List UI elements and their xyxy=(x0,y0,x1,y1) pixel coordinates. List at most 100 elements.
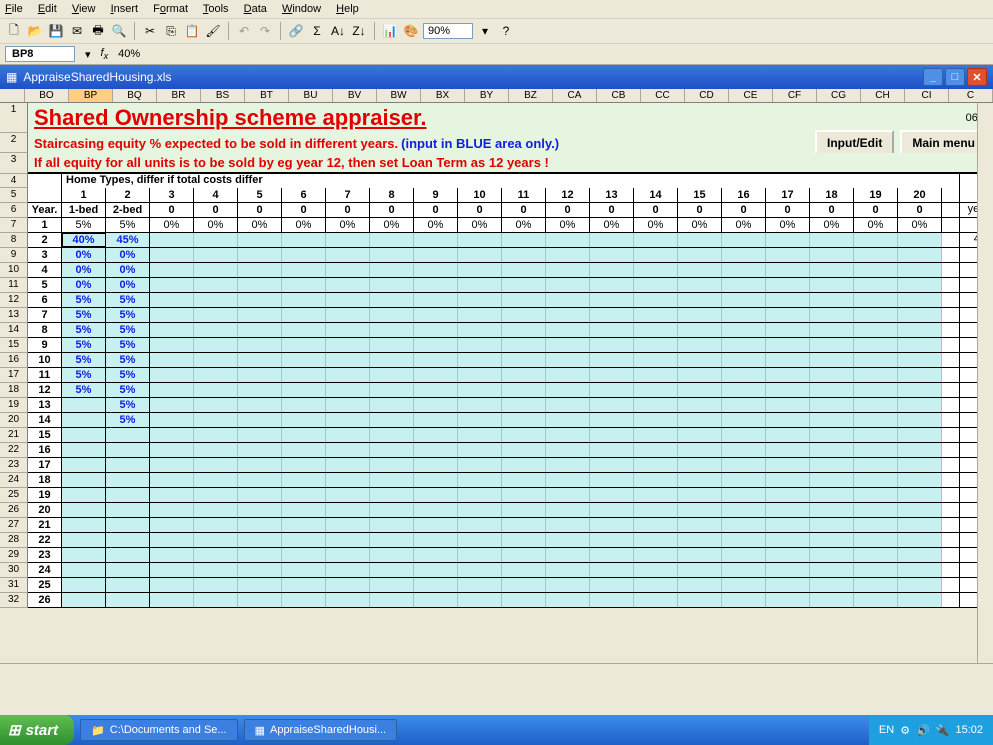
formula-value[interactable]: 40% xyxy=(118,48,140,60)
equity-pct-cell[interactable] xyxy=(810,518,854,532)
equity-pct-cell[interactable] xyxy=(722,518,766,532)
equity-pct-cell[interactable] xyxy=(326,368,370,382)
equity-pct-cell[interactable] xyxy=(414,548,458,562)
equity-pct-cell[interactable] xyxy=(590,548,634,562)
equity-pct-cell[interactable] xyxy=(810,308,854,322)
equity-pct-cell[interactable] xyxy=(370,518,414,532)
equity-pct-cell[interactable]: 5% xyxy=(106,413,150,427)
equity-pct-cell[interactable] xyxy=(414,368,458,382)
equity-pct-cell[interactable] xyxy=(722,308,766,322)
equity-pct-cell[interactable] xyxy=(678,323,722,337)
equity-pct-cell[interactable] xyxy=(854,563,898,577)
equity-pct-cell[interactable] xyxy=(678,458,722,472)
equity-pct-cell[interactable]: 5% xyxy=(62,368,106,382)
equity-pct-cell[interactable] xyxy=(678,293,722,307)
equity-pct-cell[interactable] xyxy=(590,248,634,262)
equity-pct-cell[interactable] xyxy=(810,443,854,457)
equity-pct-cell[interactable] xyxy=(326,443,370,457)
equity-pct-cell[interactable] xyxy=(282,338,326,352)
equity-pct-cell[interactable] xyxy=(546,428,590,442)
equity-pct-cell[interactable] xyxy=(150,563,194,577)
equity-pct-cell[interactable] xyxy=(722,263,766,277)
equity-pct-cell[interactable] xyxy=(590,488,634,502)
equity-pct-cell[interactable] xyxy=(898,548,942,562)
equity-pct-cell[interactable] xyxy=(238,518,282,532)
equity-pct-cell[interactable] xyxy=(326,518,370,532)
equity-pct-cell[interactable] xyxy=(766,503,810,517)
equity-pct-cell[interactable]: 0% xyxy=(62,248,106,262)
equity-pct-cell[interactable] xyxy=(62,413,106,427)
equity-pct-cell[interactable] xyxy=(414,578,458,592)
equity-pct-cell[interactable] xyxy=(766,473,810,487)
equity-pct-cell[interactable] xyxy=(502,248,546,262)
equity-pct-cell[interactable] xyxy=(854,263,898,277)
column-header[interactable]: BW xyxy=(377,89,421,102)
equity-pct-cell[interactable]: 5% xyxy=(62,383,106,397)
equity-pct-cell[interactable] xyxy=(590,473,634,487)
equity-pct-cell[interactable] xyxy=(590,533,634,547)
equity-pct-cell[interactable] xyxy=(458,263,502,277)
equity-pct-cell[interactable] xyxy=(722,428,766,442)
equity-pct-cell[interactable] xyxy=(414,413,458,427)
equity-pct-cell[interactable] xyxy=(458,443,502,457)
equity-pct-cell[interactable] xyxy=(766,458,810,472)
preview-icon[interactable]: 🔍 xyxy=(110,22,128,40)
equity-pct-cell[interactable] xyxy=(854,368,898,382)
equity-pct-cell[interactable] xyxy=(414,428,458,442)
row-header[interactable]: 18 xyxy=(0,383,28,398)
equity-pct-cell[interactable] xyxy=(414,473,458,487)
equity-pct-cell[interactable] xyxy=(502,368,546,382)
equity-pct-cell[interactable] xyxy=(810,533,854,547)
equity-pct-cell[interactable] xyxy=(326,398,370,412)
equity-pct-cell[interactable] xyxy=(194,503,238,517)
equity-pct-cell[interactable] xyxy=(898,323,942,337)
equity-pct-cell[interactable] xyxy=(502,533,546,547)
equity-pct-cell[interactable] xyxy=(634,293,678,307)
equity-pct-cell[interactable] xyxy=(150,593,194,607)
equity-pct-cell[interactable] xyxy=(678,518,722,532)
equity-pct-cell[interactable] xyxy=(678,548,722,562)
equity-pct-cell[interactable] xyxy=(590,383,634,397)
equity-pct-cell[interactable] xyxy=(546,533,590,547)
equity-pct-cell[interactable] xyxy=(282,308,326,322)
equity-pct-cell[interactable] xyxy=(898,578,942,592)
equity-pct-cell[interactable] xyxy=(546,503,590,517)
equity-pct-cell[interactable] xyxy=(458,593,502,607)
equity-pct-cell[interactable] xyxy=(766,323,810,337)
equity-pct-cell[interactable] xyxy=(678,473,722,487)
equity-pct-cell[interactable] xyxy=(898,398,942,412)
equity-pct-cell[interactable] xyxy=(854,503,898,517)
equity-pct-cell[interactable]: 5% xyxy=(62,338,106,352)
equity-pct-cell[interactable] xyxy=(282,428,326,442)
equity-pct-cell[interactable] xyxy=(194,593,238,607)
equity-pct-cell[interactable] xyxy=(326,578,370,592)
equity-pct-cell[interactable] xyxy=(282,398,326,412)
equity-pct-cell[interactable] xyxy=(150,518,194,532)
equity-pct-cell[interactable] xyxy=(238,293,282,307)
equity-pct-cell[interactable] xyxy=(282,263,326,277)
equity-pct-cell[interactable] xyxy=(326,353,370,367)
equity-pct-cell[interactable] xyxy=(238,308,282,322)
equity-pct-cell[interactable] xyxy=(502,593,546,607)
equity-pct-cell[interactable] xyxy=(150,338,194,352)
equity-pct-cell[interactable] xyxy=(370,323,414,337)
equity-pct-cell[interactable] xyxy=(678,578,722,592)
equity-pct-cell[interactable]: 0% xyxy=(106,263,150,277)
equity-pct-cell[interactable] xyxy=(370,383,414,397)
column-header[interactable]: CB xyxy=(597,89,641,102)
equity-pct-cell[interactable] xyxy=(458,428,502,442)
equity-pct-cell[interactable] xyxy=(634,338,678,352)
column-header[interactable]: CC xyxy=(641,89,685,102)
equity-pct-cell[interactable] xyxy=(150,458,194,472)
equity-pct-cell[interactable] xyxy=(722,458,766,472)
equity-pct-cell[interactable] xyxy=(810,593,854,607)
equity-pct-cell[interactable] xyxy=(458,323,502,337)
equity-pct-cell[interactable]: 5% xyxy=(106,353,150,367)
equity-pct-cell[interactable] xyxy=(414,308,458,322)
equity-pct-cell[interactable] xyxy=(414,338,458,352)
equity-pct-cell[interactable] xyxy=(546,383,590,397)
equity-pct-cell[interactable] xyxy=(194,548,238,562)
equity-pct-cell[interactable] xyxy=(810,488,854,502)
equity-pct-cell[interactable] xyxy=(810,383,854,397)
equity-pct-cell[interactable] xyxy=(634,308,678,322)
